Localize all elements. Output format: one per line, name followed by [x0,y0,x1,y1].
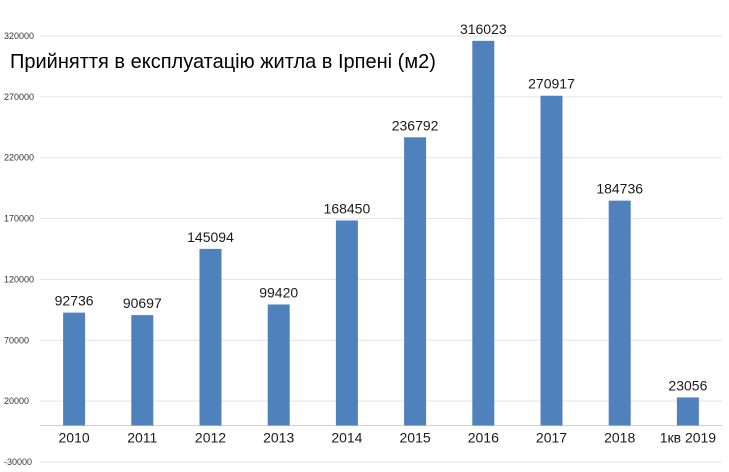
bar [131,315,154,426]
x-tick-label: 2012 [195,429,226,445]
x-tick-label: 2014 [331,429,362,445]
data-labels: 92736 90697 145094 99420 168450 236792 316023 2… [55,21,708,394]
data-label: 90697 [123,295,162,311]
chart-title: Прийняття в експлуатацію житла в Ірпені … [10,51,436,73]
y-tick-label: -30000 [4,457,32,467]
x-axis-ticks: 2010 2011 2012 2013 2014 2015 2016 2017 2018 1кв … [59,429,717,445]
y-tick-label: 320000 [4,31,34,41]
x-tick-label: 2010 [59,429,90,445]
bar [267,304,290,426]
bar [608,200,631,426]
x-tick-label: 2013 [263,429,294,445]
y-axis-ticks: -30000 20000 70000 120000 170000 220000 270000… [4,31,34,467]
bar [540,95,563,426]
bar [676,397,699,426]
data-label: 168450 [324,200,371,216]
y-tick-label: 270000 [4,92,34,102]
x-tick-label: 2011 [127,429,157,445]
bar [335,220,358,426]
gridlines [40,35,722,463]
x-tick-label: 2018 [604,429,635,445]
y-tick-label: 70000 [4,335,29,345]
x-tick-label: 2015 [400,429,431,445]
data-label: 99420 [259,284,298,300]
bar [472,40,495,426]
data-label: 316023 [460,21,507,37]
data-label: 236792 [392,117,439,133]
x-tick-label: 1кв 2019 [660,429,717,445]
bars [63,40,699,426]
y-tick-label: 20000 [4,396,29,406]
data-label: 92736 [55,293,94,309]
data-label: 145094 [187,229,234,245]
data-label: 270917 [528,76,575,92]
x-tick-label: 2016 [468,429,499,445]
y-tick-label: 170000 [4,214,34,224]
bar [199,248,222,426]
data-label: 23056 [668,377,707,393]
bar [63,312,86,426]
data-label: 184736 [596,181,643,197]
bar [404,137,427,426]
x-tick-label: 2017 [536,429,567,445]
y-tick-label: 220000 [4,153,34,163]
y-tick-label: 120000 [4,274,34,284]
